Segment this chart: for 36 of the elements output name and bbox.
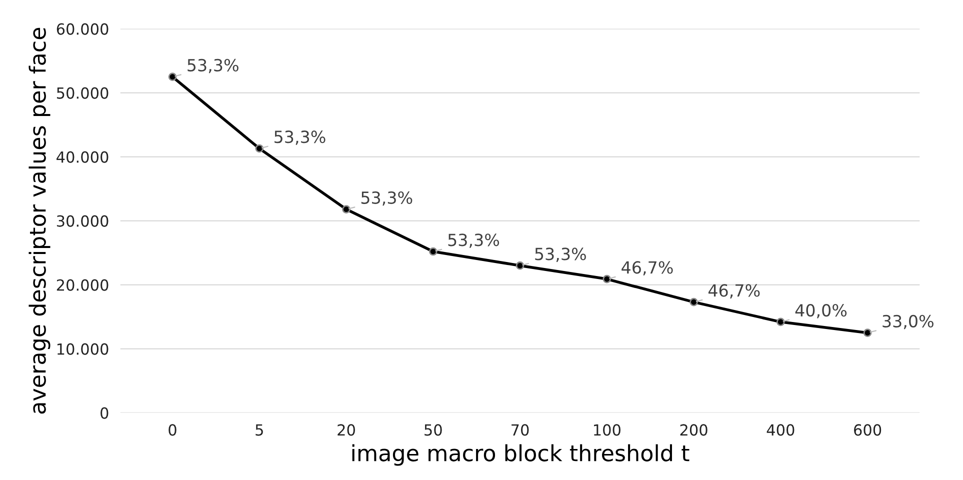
annotation: 53,3% bbox=[188, 58, 238, 74]
y-tick-label: 40.000 bbox=[56, 151, 108, 163]
x-tick-label: 70 bbox=[512, 424, 529, 436]
y-tick-label: 20.000 bbox=[56, 279, 108, 291]
point bbox=[602, 274, 612, 284]
x-tick-label: 0 bbox=[168, 424, 176, 436]
x-tick-label: 200 bbox=[680, 424, 708, 436]
x-tick-label: 20 bbox=[338, 424, 355, 436]
annotation: 40,0% bbox=[795, 304, 847, 318]
annotation: 53,3% bbox=[274, 130, 326, 145]
y-axis-title: average descriptor values per face bbox=[28, 28, 50, 414]
y-tick-label: 60.000 bbox=[56, 23, 108, 35]
point bbox=[428, 247, 438, 256]
point bbox=[690, 298, 698, 306]
x-axis-title: image macro block threshold t bbox=[352, 444, 690, 466]
annotation: 53,3% bbox=[535, 248, 586, 262]
x-tick-label: 100 bbox=[594, 424, 620, 436]
y-tick-label: 0 bbox=[100, 407, 108, 419]
annotation: 53,3% bbox=[361, 191, 412, 206]
annotation: 46,7% bbox=[708, 284, 760, 298]
point bbox=[776, 318, 785, 326]
y-tick-label: 10.000 bbox=[57, 343, 108, 355]
annotation: 53,3% bbox=[448, 234, 500, 248]
x-tick-label: 600 bbox=[854, 424, 882, 436]
y-tick-label: 30.000 bbox=[56, 215, 108, 227]
point bbox=[516, 261, 524, 270]
point bbox=[863, 328, 872, 337]
y-tick-label: 50.000 bbox=[56, 87, 108, 99]
point bbox=[168, 72, 177, 81]
annotation: 33,0% bbox=[882, 314, 934, 330]
x-tick-label: 5 bbox=[256, 424, 263, 436]
point bbox=[255, 144, 264, 153]
x-tick-label: 400 bbox=[766, 424, 794, 436]
annotation: 46,7% bbox=[622, 261, 673, 276]
x-tick-label: 50 bbox=[424, 424, 442, 436]
point bbox=[342, 205, 350, 214]
